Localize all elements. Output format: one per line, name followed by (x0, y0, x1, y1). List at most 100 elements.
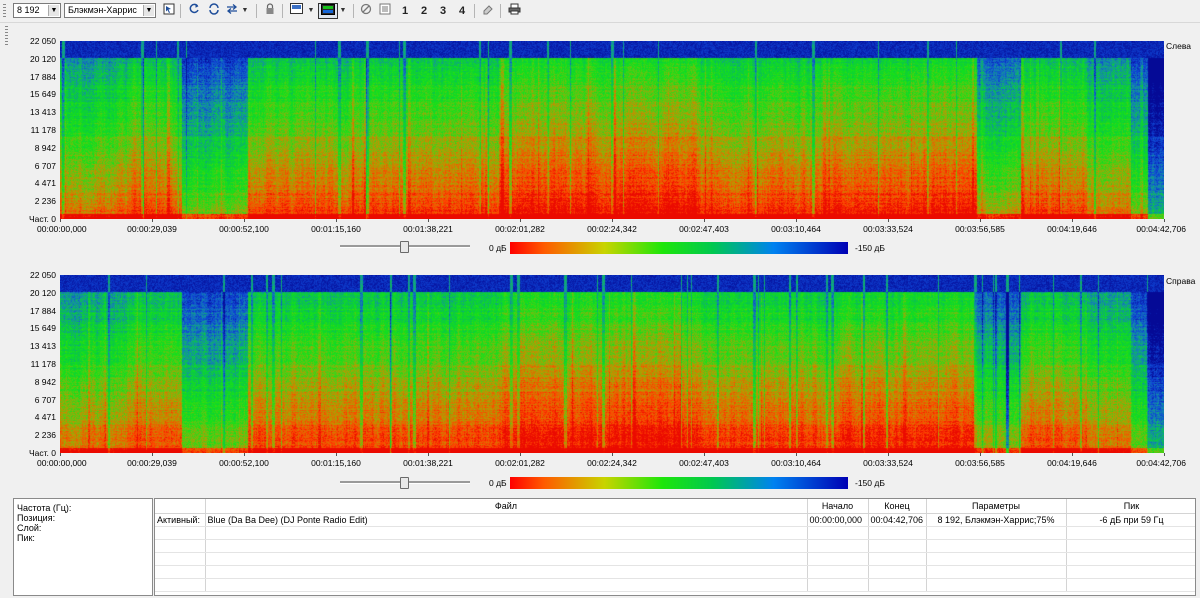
table-header-peak[interactable]: Пик (1066, 499, 1195, 514)
swap-icon[interactable] (225, 3, 239, 19)
print-icon[interactable] (506, 3, 522, 19)
x-tick-mark (336, 219, 337, 222)
eraser-icon[interactable] (480, 3, 496, 19)
x-tick-label: 00:02:47,403 (679, 224, 729, 234)
layer-1-button[interactable]: 1 (401, 5, 409, 17)
table-cell-file: Blue (Da Ba Dee) (DJ Ponte Radio Edit) (205, 513, 808, 527)
layers-table: Файл Начало Конец Параметры Пик Активный… (154, 498, 1196, 596)
table-cell-empty (205, 526, 808, 540)
y-tick-label: 20 120 (30, 287, 56, 298)
table-cell-empty (926, 552, 1067, 566)
x-tick-label: 00:02:47,403 (679, 458, 729, 468)
table-header-params[interactable]: Параметры (926, 499, 1067, 514)
table-cell-empty (926, 539, 1067, 553)
table-row-empty[interactable] (155, 526, 1195, 540)
refresh-icon[interactable] (186, 3, 202, 19)
spectrogram-right-canvas[interactable] (60, 275, 1164, 453)
y-tick-label: 2 236 (34, 196, 56, 207)
position-label: Позиция: (17, 513, 56, 523)
x-tick-mark (1164, 453, 1165, 456)
x-tick-label: 00:04:19,646 (1047, 458, 1097, 468)
cancel-icon[interactable] (358, 3, 374, 19)
x-tick-label: 00:04:42,706 (1136, 224, 1186, 234)
x-tick-label: 00:01:38,221 (403, 458, 453, 468)
table-cell-empty (807, 578, 869, 592)
cursor-info-panel: Частота (Гц): Позиция: Слой: Пик: (13, 498, 153, 596)
y-tick-label: 17 884 (30, 305, 56, 316)
table-cell-empty (155, 539, 206, 553)
x-tick-mark (60, 453, 61, 456)
x-tick-mark (428, 453, 429, 456)
table-cell-empty (868, 565, 927, 579)
table-cell-empty (155, 578, 206, 592)
table-row-empty[interactable] (155, 539, 1195, 553)
layer-4-button[interactable]: 4 (458, 5, 466, 17)
spectrum-view-icon[interactable] (318, 3, 338, 19)
table-cell-empty (205, 552, 808, 566)
toolbar-separator (474, 4, 475, 18)
table-cell-end: 00:04:42,706 (868, 513, 927, 527)
chevron-down-icon[interactable]: ▼ (241, 7, 249, 14)
panel-grip[interactable] (5, 26, 8, 46)
table-row[interactable]: Активный: Blue (Da Ba Dee) (DJ Ponte Rad… (155, 513, 1195, 527)
table-row-empty[interactable] (155, 578, 1195, 592)
table-header-start[interactable]: Начало (807, 499, 869, 514)
toolbar-grip[interactable] (3, 4, 6, 18)
x-tick-mark (888, 453, 889, 456)
x-tick-mark (704, 219, 705, 222)
x-tick-label: 00:04:42,706 (1136, 458, 1186, 468)
x-tick-label: 00:02:24,342 (587, 224, 637, 234)
layer-2-button[interactable]: 2 (420, 5, 428, 17)
table-cell-empty (807, 539, 869, 553)
layer-label: Слой: (17, 523, 42, 533)
table-cell-empty (1066, 539, 1195, 553)
lock-icon[interactable] (262, 3, 278, 19)
gain-slider-left-thumb[interactable] (400, 241, 409, 253)
x-tick-label: 00:00:52,100 (219, 458, 269, 468)
y-tick-label: 4 471 (34, 178, 56, 189)
x-tick-mark (60, 219, 61, 222)
display-mode-icon[interactable] (288, 3, 304, 19)
toolbar-separator (353, 4, 354, 18)
x-tick-mark (888, 219, 889, 222)
y-tick-label: 4 471 (34, 412, 56, 423)
layer-3-button[interactable]: 3 (439, 5, 447, 17)
chevron-down-icon[interactable]: ▼ (307, 7, 315, 14)
table-header-layer[interactable] (155, 499, 206, 514)
toolbar: 8 192 ▼ Блэкмэн-Харрис ▼ ▼ ▼ ▼ 1 2 3 4 (0, 0, 1200, 23)
x-tick-label: 00:03:56,585 (955, 224, 1005, 234)
x-tick-mark (152, 453, 153, 456)
table-cell-empty (926, 526, 1067, 540)
table-cell-empty (155, 526, 206, 540)
y-tick-label: 2 236 (34, 430, 56, 441)
fft-size-select[interactable]: 8 192 ▼ (13, 3, 61, 18)
chevron-down-icon[interactable]: ▼ (339, 7, 347, 14)
y-tick-label: 6 707 (34, 394, 56, 405)
y-tick-label: 8 942 (34, 376, 56, 387)
select-icon[interactable] (161, 3, 177, 19)
window-function-select[interactable]: Блэкмэн-Харрис ▼ (64, 3, 156, 18)
y-tick-label: 20 120 (30, 53, 56, 64)
x-tick-label: 00:01:15,160 (311, 224, 361, 234)
table-cell-layer: Активный: (155, 513, 206, 527)
scale-min-label-left: 0 дБ (489, 243, 507, 253)
x-tick-label: 00:02:01,282 (495, 458, 545, 468)
gain-slider-right-thumb[interactable] (400, 477, 409, 489)
table-header-row: Файл Начало Конец Параметры Пик (155, 499, 1195, 514)
list-icon[interactable] (377, 3, 393, 19)
x-tick-mark (704, 453, 705, 456)
table-header-end[interactable]: Конец (868, 499, 927, 514)
sync-icon[interactable] (206, 3, 222, 19)
x-tick-mark (1072, 219, 1073, 222)
table-cell-empty (1066, 526, 1195, 540)
spectrogram-left-canvas[interactable] (60, 41, 1164, 219)
table-header-file[interactable]: Файл (205, 499, 808, 514)
table-cell-empty (807, 526, 869, 540)
fft-size-value: 8 192 (17, 5, 40, 15)
table-cell-peak: -6 дБ при 59 Гц (1066, 513, 1195, 527)
table-cell-empty (205, 578, 808, 592)
table-row-empty[interactable] (155, 552, 1195, 566)
table-row-empty[interactable] (155, 565, 1195, 579)
y-tick-label: 15 649 (30, 323, 56, 334)
toolbar-separator (256, 4, 257, 18)
